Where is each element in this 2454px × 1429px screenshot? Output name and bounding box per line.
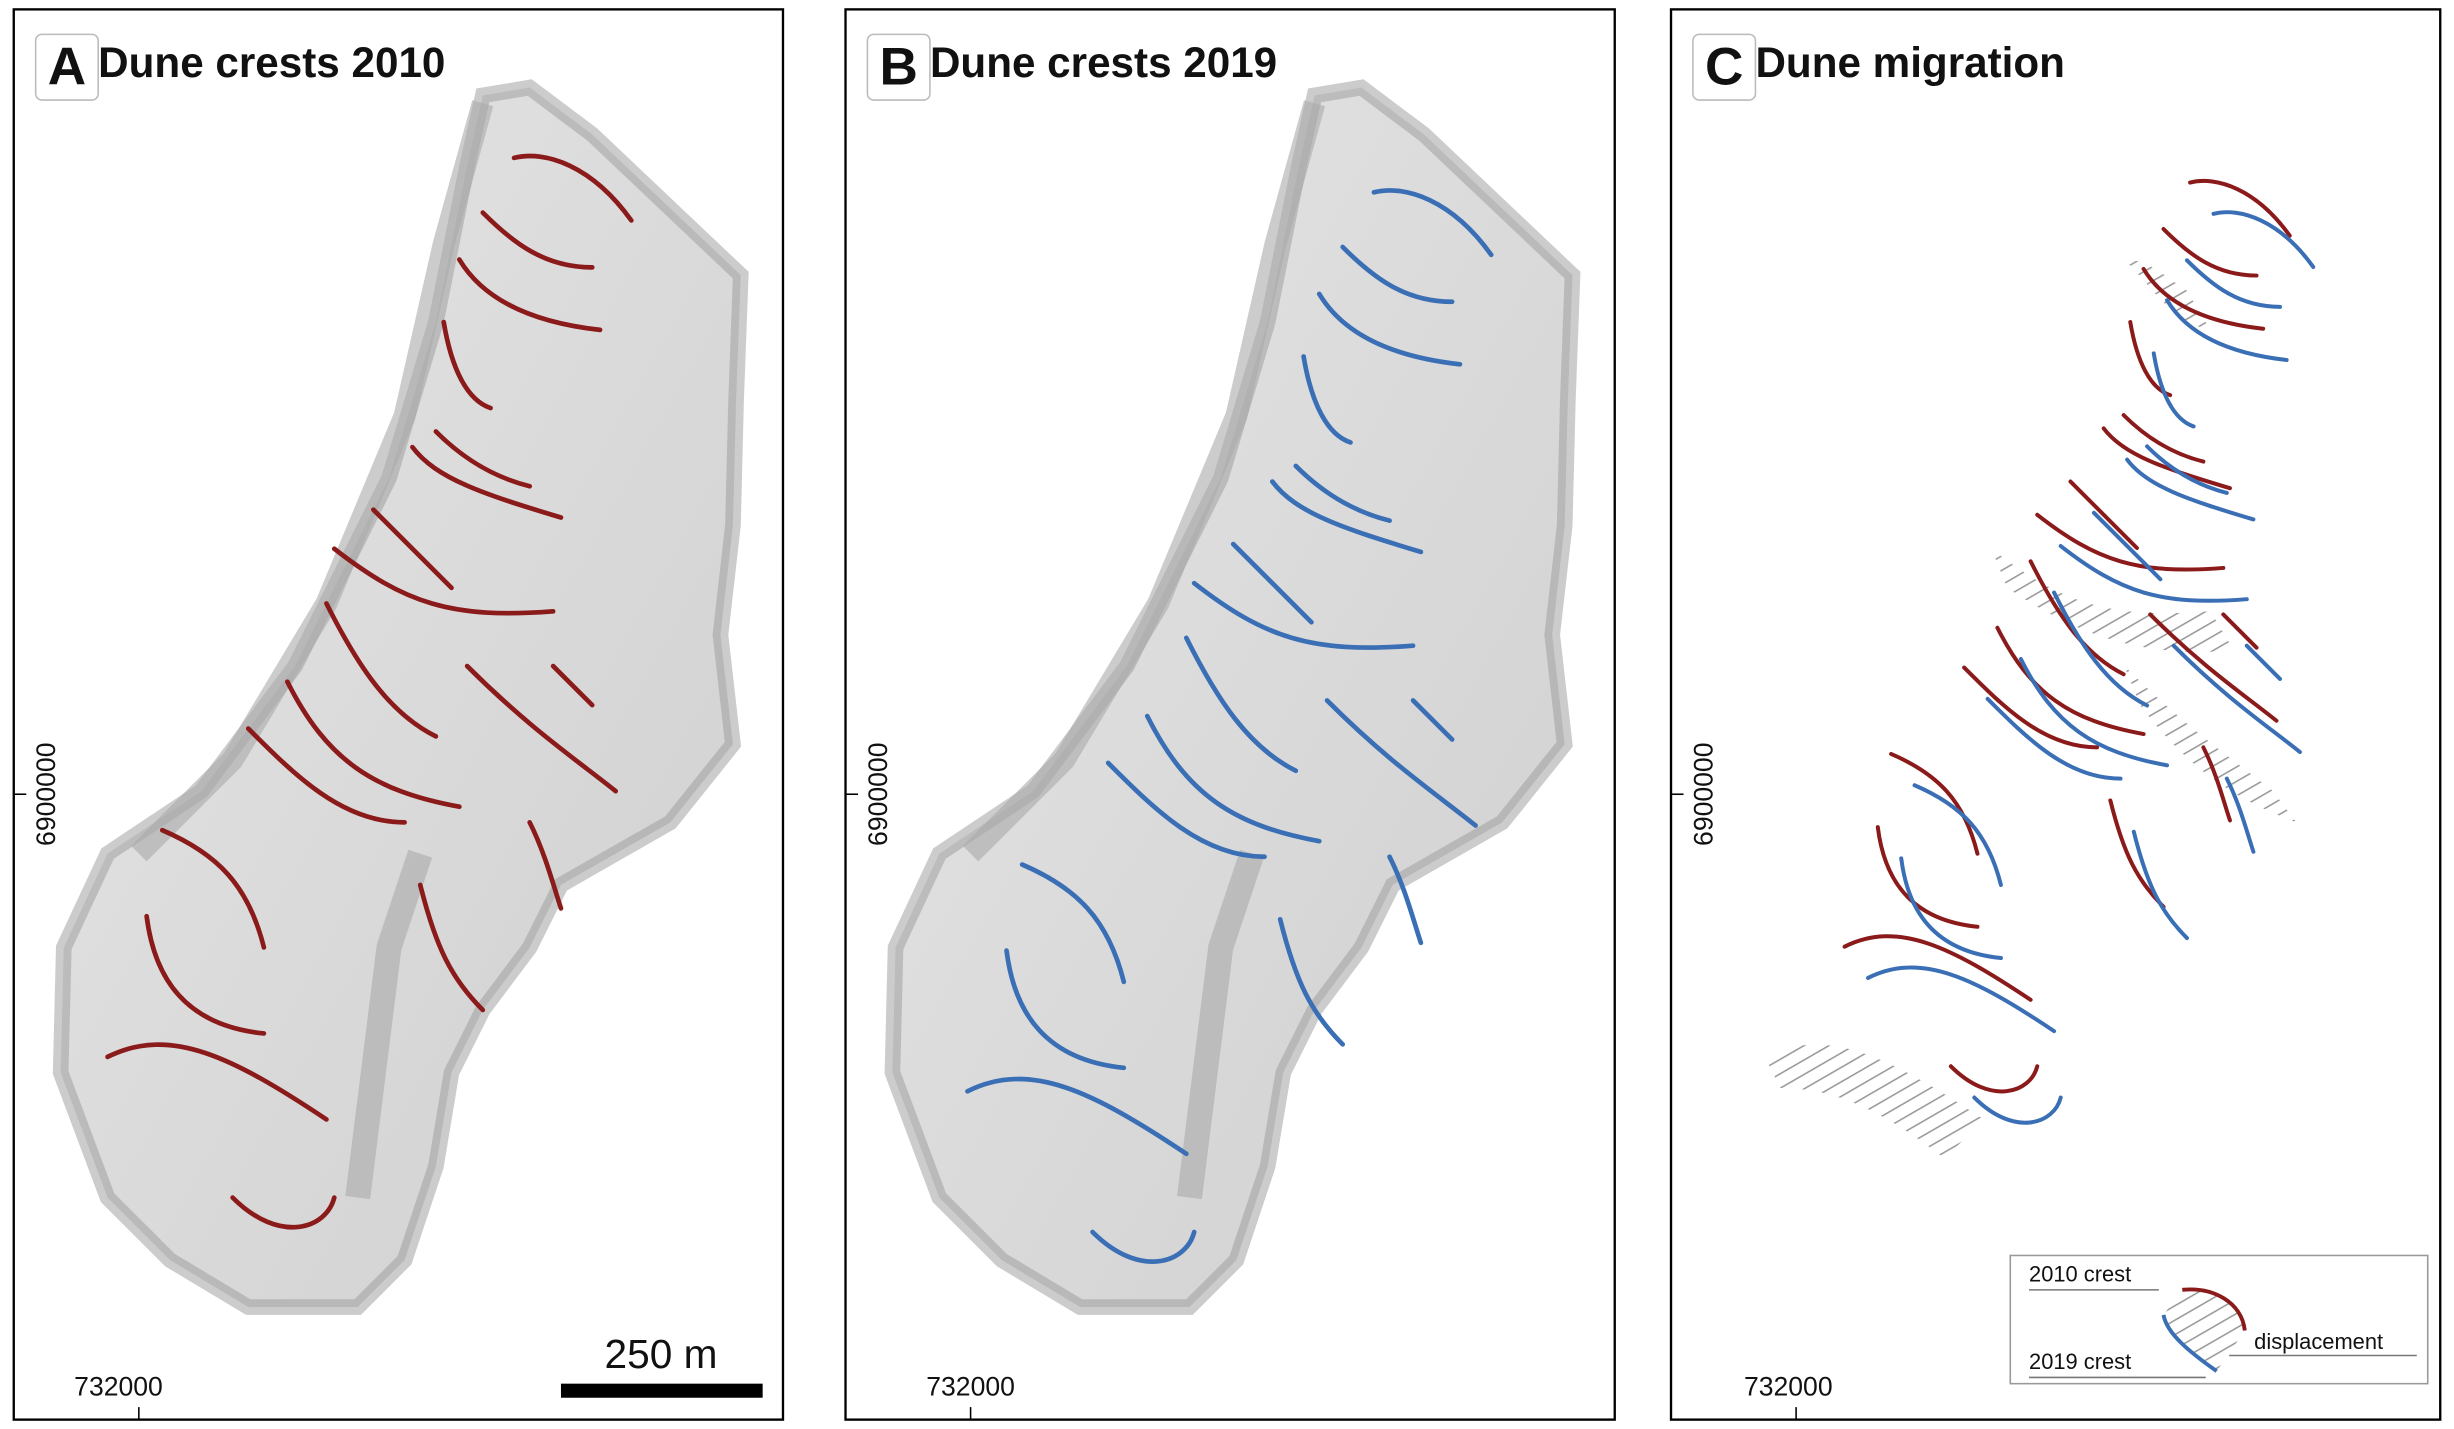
scale-label: 250 m (605, 1331, 718, 1377)
panel-title: Dune migration (1755, 39, 2065, 86)
x-coord: 732000 (1744, 1371, 1833, 1401)
displacement-area (1764, 1044, 1984, 1159)
panel-title: Dune crests 2010 (98, 39, 445, 86)
legend: 2010 crest 2019 crest displacement (2009, 1254, 2429, 1385)
panel-letter: C (1705, 37, 1743, 96)
legend-label: 2010 crest (2029, 1262, 2131, 1287)
label-box (1692, 33, 1757, 101)
legend-label: 2019 crest (2029, 1349, 2131, 1374)
panel-b: B Dune crests 2019 6900000 732000 (844, 8, 1616, 1421)
legend-hatch (2163, 1289, 2245, 1372)
panel-title: Dune crests 2019 (930, 39, 1277, 86)
panel-frame (1669, 8, 2442, 1421)
panel-c: C Dune migration 6900000 732000 2010 cre… (1669, 8, 2442, 1421)
x-coord: 732000 (926, 1371, 1015, 1401)
panel-letter: A (48, 37, 86, 96)
legend-2010-line (2182, 1287, 2247, 1331)
legend-label: displacement (2254, 1329, 2383, 1354)
label-box (866, 33, 931, 101)
scale-bar (560, 1383, 763, 1398)
y-coord: 6900000 (31, 743, 61, 846)
displacement-area (2124, 666, 2297, 823)
legend-2019-line (2161, 1314, 2218, 1373)
y-coord: 6900000 (863, 743, 893, 846)
label-box (34, 33, 99, 101)
panel-letter: B (879, 37, 917, 96)
x-coord: 732000 (74, 1371, 163, 1401)
displacement-area (1991, 548, 2234, 652)
y-coord: 6900000 (1688, 743, 1718, 846)
panel-a: A Dune crests 2010 6900000 732000 250 m (12, 8, 785, 1421)
